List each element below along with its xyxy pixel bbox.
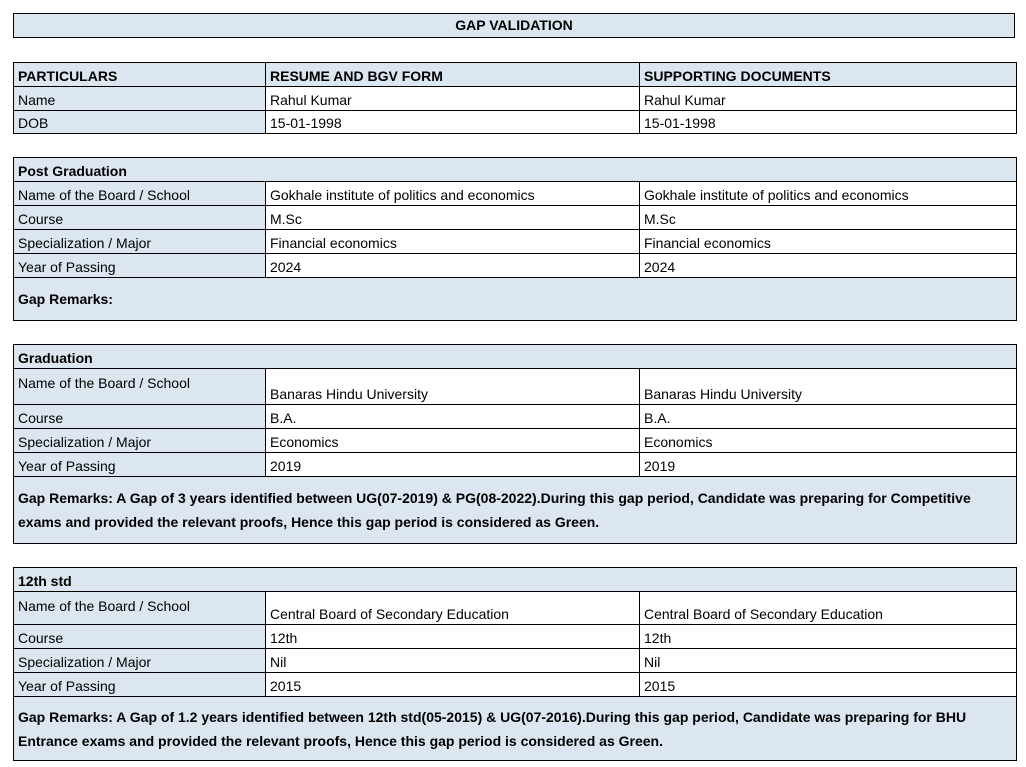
gap-remarks: Gap Remarks: A Gap of 1.2 years identifi… [12, 696, 1018, 761]
page-title: GAP VALIDATION [13, 13, 1015, 38]
header-resume: RESUME AND BGV FORM [265, 62, 640, 87]
summary-table: PARTICULARS RESUME AND BGV FORM SUPPORTI… [13, 62, 1017, 134]
12th-std-table: 12th std Name of the Board / School Cent… [12, 567, 1018, 761]
table-row: DOB 15-01-1998 15-01-1998 [13, 110, 1017, 134]
document-value: Nil [638, 648, 1018, 673]
row-label: Name of the Board / School [13, 368, 266, 405]
table-row: Course M.Sc M.Sc [13, 205, 1018, 230]
row-label: DOB [13, 110, 266, 134]
document-value: 2015 [638, 672, 1018, 697]
document-value: Central Board of Secondary Education [638, 591, 1018, 625]
document-value: Economics [639, 428, 1017, 453]
table-row: Course B.A. B.A. [13, 404, 1017, 429]
resume-value: 2019 [265, 452, 640, 477]
table-row: Name of the Board / School Central Board… [13, 591, 1018, 625]
table-row: Year of Passing 2024 2024 [13, 253, 1018, 278]
resume-value: 2024 [265, 253, 640, 278]
row-label: Specialization / Major [13, 428, 266, 453]
table-row: Course 12th 12th [13, 624, 1018, 649]
gap-remarks: Gap Remarks: A Gap of 3 years identified… [13, 476, 1017, 544]
resume-value: 15-01-1998 [265, 110, 640, 134]
row-label: Specialization / Major [13, 648, 266, 673]
table-row: Name of the Board / School Gokhale insti… [13, 181, 1018, 206]
table-row: Year of Passing 2019 2019 [13, 452, 1017, 477]
resume-value: Rahul Kumar [265, 86, 640, 111]
table-row: Specialization / Major Nil Nil [13, 648, 1018, 673]
post-graduation-table: Post Graduation Name of the Board / Scho… [12, 157, 1018, 321]
document-value: 12th [638, 624, 1018, 649]
resume-value: B.A. [265, 404, 640, 429]
document-value: M.Sc [638, 205, 1018, 230]
resume-value: Central Board of Secondary Education [265, 591, 640, 625]
document-value: Rahul Kumar [639, 86, 1017, 111]
section-heading-row: Post Graduation [12, 157, 1018, 182]
section-heading-row: Graduation [13, 344, 1017, 369]
row-label: Name of the Board / School [13, 181, 266, 206]
gap-remarks: Gap Remarks: [12, 277, 1018, 321]
section-heading: 12th std [12, 567, 1018, 592]
resume-value: Banaras Hindu University [265, 368, 640, 405]
document-value: Banaras Hindu University [639, 368, 1017, 405]
row-label: Course [13, 404, 266, 429]
gap-remarks-row: Gap Remarks: [12, 277, 1018, 321]
gap-remarks-row: Gap Remarks: A Gap of 3 years identified… [13, 476, 1017, 544]
row-label: Specialization / Major [13, 229, 266, 254]
document-value: 2019 [639, 452, 1017, 477]
row-label: Year of Passing [13, 672, 266, 697]
table-row: Specialization / Major Financial economi… [13, 229, 1018, 254]
document-value: 2024 [638, 253, 1018, 278]
resume-value: Financial economics [265, 229, 640, 254]
table-row: Name of the Board / School Banaras Hindu… [13, 368, 1017, 405]
summary-header-row: PARTICULARS RESUME AND BGV FORM SUPPORTI… [13, 62, 1017, 87]
row-label: Name of the Board / School [13, 591, 266, 625]
table-row: Name Rahul Kumar Rahul Kumar [13, 86, 1017, 111]
header-particulars: PARTICULARS [13, 62, 266, 87]
document-value: 15-01-1998 [639, 110, 1017, 134]
row-label: Year of Passing [13, 452, 266, 477]
graduation-table: Graduation Name of the Board / School Ba… [13, 344, 1017, 544]
document-value: B.A. [639, 404, 1017, 429]
section-heading-row: 12th std [12, 567, 1018, 592]
row-label: Year of Passing [13, 253, 266, 278]
row-label: Course [13, 624, 266, 649]
row-label: Name [13, 86, 266, 111]
document-value: Gokhale institute of politics and econom… [638, 181, 1018, 206]
table-row: Specialization / Major Economics Economi… [13, 428, 1017, 453]
resume-value: 12th [265, 624, 640, 649]
resume-value: Nil [265, 648, 640, 673]
section-heading: Post Graduation [12, 157, 1018, 182]
resume-value: Gokhale institute of politics and econom… [265, 181, 640, 206]
table-row: Year of Passing 2015 2015 [13, 672, 1018, 697]
resume-value: M.Sc [265, 205, 640, 230]
gap-remarks-row: Gap Remarks: A Gap of 1.2 years identifi… [12, 696, 1018, 761]
header-supporting: SUPPORTING DOCUMENTS [639, 62, 1017, 87]
resume-value: 2015 [265, 672, 640, 697]
resume-value: Economics [265, 428, 640, 453]
document-value: Financial economics [638, 229, 1018, 254]
row-label: Course [13, 205, 266, 230]
section-heading: Graduation [13, 344, 1017, 369]
